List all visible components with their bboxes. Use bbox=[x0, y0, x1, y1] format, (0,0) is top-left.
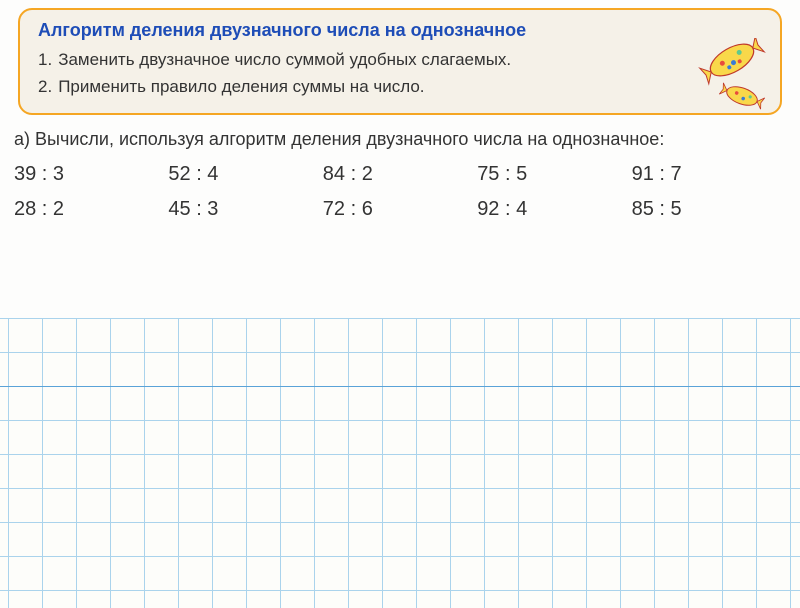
problem: 91 : 7 bbox=[632, 163, 786, 186]
graph-highlight-line bbox=[0, 386, 800, 387]
algorithm-step-1: 1. Заменить двузначное число суммой удоб… bbox=[38, 49, 690, 72]
candy-decoration bbox=[695, 38, 770, 118]
task-label: а) bbox=[14, 129, 30, 149]
problem: 75 : 5 bbox=[477, 163, 631, 186]
graph-paper bbox=[0, 318, 800, 608]
task-instruction: Вычисли, используя алгоритм деления двуз… bbox=[35, 129, 664, 149]
algorithm-step-2: 2. Применить правило деления суммы на чи… bbox=[38, 76, 690, 99]
step-text: Применить правило деления суммы на число… bbox=[58, 76, 690, 99]
task-text: а) Вычисли, используя алгоритм деления д… bbox=[14, 127, 782, 151]
problem: 39 : 3 bbox=[14, 163, 168, 186]
step-text: Заменить двузначное число суммой удобных… bbox=[58, 49, 690, 72]
problem: 85 : 5 bbox=[632, 198, 786, 221]
algorithm-box: Алгоритм деления двузначного числа на од… bbox=[18, 8, 782, 115]
problems-grid: 39 : 3 52 : 4 84 : 2 75 : 5 91 : 7 28 : … bbox=[14, 163, 786, 221]
problem: 28 : 2 bbox=[14, 198, 168, 221]
step-number: 1. bbox=[38, 49, 52, 72]
problem: 45 : 3 bbox=[168, 198, 322, 221]
problem: 72 : 6 bbox=[323, 198, 477, 221]
problem: 52 : 4 bbox=[168, 163, 322, 186]
problem: 92 : 4 bbox=[477, 198, 631, 221]
algorithm-title: Алгоритм деления двузначного числа на од… bbox=[38, 20, 690, 41]
problem: 84 : 2 bbox=[323, 163, 477, 186]
step-number: 2. bbox=[38, 76, 52, 99]
